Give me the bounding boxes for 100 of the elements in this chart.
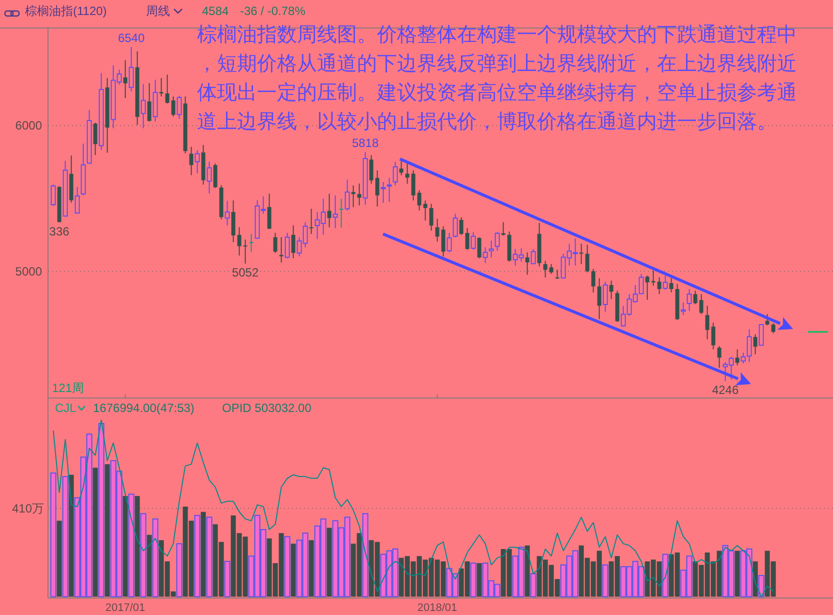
text: 4584 xyxy=(202,4,230,18)
candlestick xyxy=(332,194,338,229)
candlestick xyxy=(651,270,656,286)
candlestick xyxy=(351,184,356,208)
candlestick xyxy=(93,122,98,156)
bar xyxy=(362,513,368,598)
annotation: 棕榈油指数周线图。价格整体在构建一个规模较大的下跌通道过程中，短期价格从通道的下边界线反弹到上边界线附近，在上边界线附近体现出一定的压制。建议投资者高位空单继续持有，空单止损参考通道上边界线，以较小的止损代价，博取价格在通道内进一步回落。 xyxy=(197,24,797,133)
candlestick xyxy=(705,305,710,340)
bar xyxy=(476,563,482,597)
candlestick xyxy=(597,278,602,320)
candlestick xyxy=(765,314,770,326)
candlestick xyxy=(392,161,398,186)
candlestick xyxy=(291,224,296,259)
candlestick xyxy=(309,208,314,234)
candlestick xyxy=(243,239,248,264)
text: 1676994.00(47:53) xyxy=(93,401,194,415)
annotation: 5818 xyxy=(352,136,379,150)
candlestick xyxy=(758,324,764,346)
candlestick xyxy=(194,150,200,174)
bar xyxy=(206,516,212,598)
candlestick xyxy=(753,334,758,355)
bar xyxy=(134,496,140,597)
candlestick xyxy=(176,95,182,120)
candlestick xyxy=(50,184,56,207)
candlestick xyxy=(735,348,740,366)
candlestick xyxy=(273,232,278,254)
chart-title: CJL xyxy=(55,401,77,415)
candlestick xyxy=(482,246,488,264)
candlestick xyxy=(189,146,194,176)
candlestick xyxy=(74,186,80,214)
bar xyxy=(128,494,134,598)
candlestick xyxy=(284,232,290,259)
x-tick-label: 2017/01 xyxy=(105,602,146,614)
bar xyxy=(68,474,74,597)
bar xyxy=(530,573,536,598)
bar xyxy=(290,544,296,597)
candlestick xyxy=(501,222,506,236)
candlestick xyxy=(645,275,650,300)
candlestick xyxy=(279,236,284,264)
bar xyxy=(662,554,668,598)
candlestick xyxy=(147,82,152,122)
x-tick-label: 2018/01 xyxy=(417,602,458,614)
chart-title: 棕榈油指(1120) xyxy=(25,4,107,18)
bar xyxy=(98,423,104,598)
candlestick xyxy=(369,154,374,184)
bar xyxy=(284,536,290,598)
bar xyxy=(176,543,182,598)
candlestick xyxy=(740,352,746,364)
candlestick xyxy=(123,60,128,99)
candlestick xyxy=(380,181,386,204)
bar xyxy=(50,472,56,598)
candlestick xyxy=(459,216,464,236)
bar xyxy=(146,534,152,597)
candlestick xyxy=(441,226,446,257)
bar xyxy=(326,528,332,597)
candlestick xyxy=(488,240,494,258)
candlestick xyxy=(746,328,752,363)
candlestick xyxy=(711,322,716,350)
candlestick xyxy=(446,232,452,253)
candlestick xyxy=(452,213,458,238)
candlestick xyxy=(693,290,698,305)
bar xyxy=(194,514,200,598)
bar xyxy=(470,562,476,598)
bar xyxy=(308,540,314,597)
candlestick xyxy=(224,200,230,226)
candlestick xyxy=(657,276,662,295)
annotation: 6540 xyxy=(118,30,145,45)
candlestick xyxy=(477,236,482,259)
candlestick xyxy=(525,252,530,276)
candlestick xyxy=(213,162,218,188)
candlestick xyxy=(680,302,686,316)
candlestick xyxy=(591,268,596,293)
candlestick xyxy=(399,160,404,176)
candlestick xyxy=(128,46,134,92)
y-tick-label: 5000 xyxy=(15,264,42,278)
bar xyxy=(734,550,740,597)
chart-subtitle: 周线 xyxy=(146,4,170,18)
candlestick xyxy=(237,226,242,256)
candlestick xyxy=(585,244,590,273)
annotation: 121周 xyxy=(52,381,84,395)
bar xyxy=(56,520,62,597)
candlestick xyxy=(357,183,362,206)
candlestick xyxy=(249,233,254,253)
candlestick xyxy=(386,177,392,203)
candlestick xyxy=(375,170,380,207)
candlestick xyxy=(662,275,668,290)
candlestick xyxy=(159,77,164,97)
candlestick xyxy=(267,193,272,230)
candlestick xyxy=(549,263,554,274)
candlestick xyxy=(579,243,584,264)
candlestick xyxy=(669,278,674,293)
candlestick xyxy=(140,84,146,129)
candlestick xyxy=(717,345,722,368)
bar xyxy=(104,464,110,597)
ref-line-label: 410万 xyxy=(12,501,44,516)
annotation: 336 xyxy=(49,224,70,238)
annotation: 4246 xyxy=(712,383,739,398)
bar xyxy=(92,468,98,597)
candlestick xyxy=(429,203,434,232)
bar xyxy=(140,513,146,598)
